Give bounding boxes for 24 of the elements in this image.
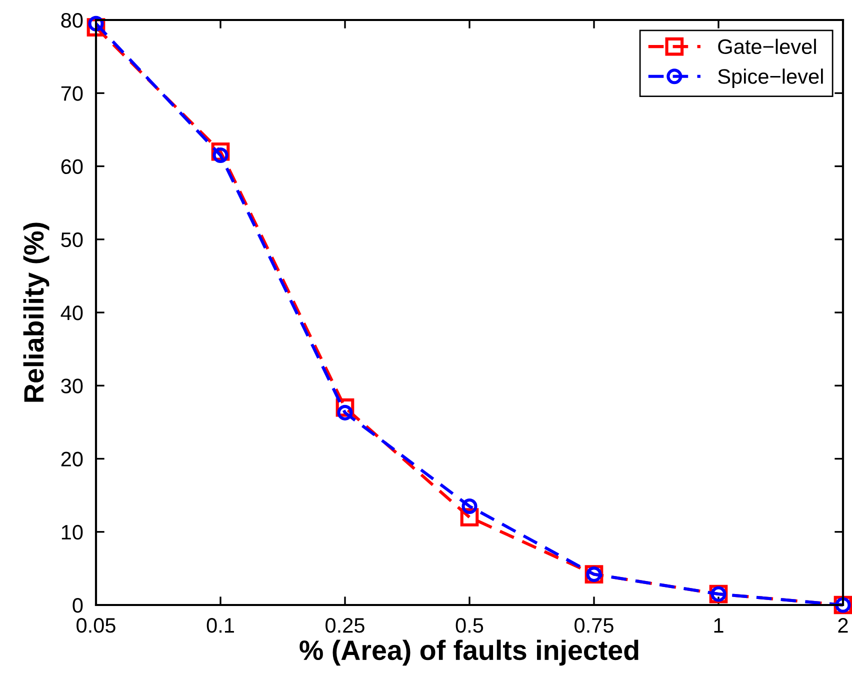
y-tick-label: 40 xyxy=(60,306,83,320)
point xyxy=(212,148,228,164)
y-tick-label: 20 xyxy=(61,452,83,467)
y-axis-title: Reliability (%) xyxy=(23,222,50,402)
y-tick-label: 10 xyxy=(62,524,83,540)
y-tick-label: 50 xyxy=(61,232,83,248)
x-tick-label: 0.75 xyxy=(574,618,614,633)
y-tick-label: 80 xyxy=(61,13,83,28)
y-tick-label: 30 xyxy=(61,378,83,394)
y-tick-label: 70 xyxy=(61,86,83,101)
point xyxy=(88,16,104,32)
x-axis-title: % (Area) of faults injected xyxy=(300,640,638,666)
legend-label: Spice−level xyxy=(718,68,823,88)
x-tick-label: 0.1 xyxy=(206,618,234,633)
legend-label: Gate−level xyxy=(718,38,816,54)
x-tick-label: 2 xyxy=(838,618,848,633)
y-tick-label: 0 xyxy=(72,598,83,613)
x-tick-label: 0.25 xyxy=(326,618,364,633)
x-tick-label: 1 xyxy=(714,618,724,633)
y-tick-label: 60 xyxy=(61,159,83,174)
point xyxy=(462,498,478,514)
x-tick-label: 0.5 xyxy=(456,618,484,633)
x-tick-label: 0.05 xyxy=(76,618,116,633)
point xyxy=(337,404,353,420)
